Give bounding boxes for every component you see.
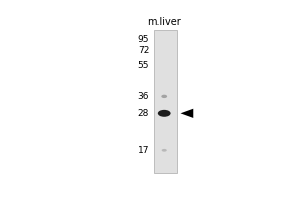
Text: 55: 55 xyxy=(138,61,149,70)
Text: 36: 36 xyxy=(138,92,149,101)
Text: 28: 28 xyxy=(138,109,149,118)
Polygon shape xyxy=(181,109,193,118)
Text: 72: 72 xyxy=(138,46,149,55)
Ellipse shape xyxy=(161,95,167,98)
Text: m.liver: m.liver xyxy=(147,17,181,27)
Text: 17: 17 xyxy=(138,146,149,155)
Bar xyxy=(154,30,177,173)
Ellipse shape xyxy=(162,149,167,152)
Ellipse shape xyxy=(158,110,171,117)
Text: 95: 95 xyxy=(138,35,149,44)
